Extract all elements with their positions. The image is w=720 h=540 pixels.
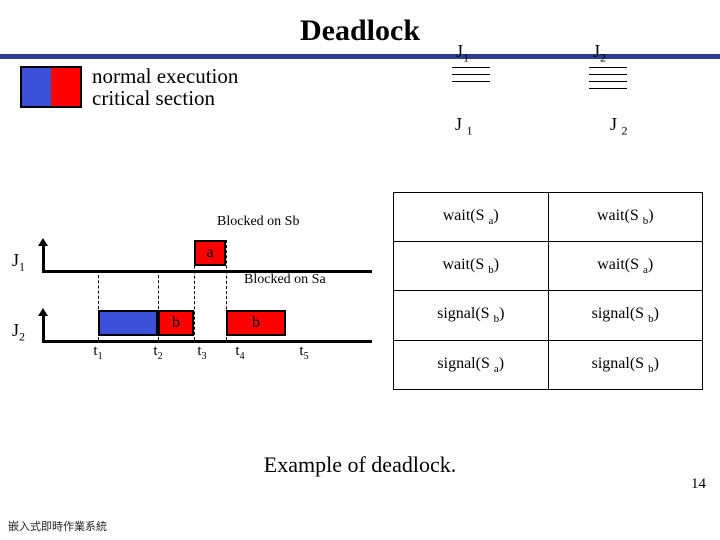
col-j1: J 1 [455,114,473,139]
legend-red [51,68,80,106]
dash-1 [98,270,99,340]
table-row: wait(S b) wait(S a) [394,242,703,291]
legend-blue [22,68,51,106]
page-number: 14 [691,476,706,493]
cell-j1-wait-sb: wait(S b) [394,242,549,291]
cell-j1-wait-sa: wait(S a) [394,193,549,242]
j1-priority: J1 [452,67,490,88]
j1-main: J [456,41,463,61]
legend-text: normal execution critical section [92,65,238,109]
cell-j2-wait-sb: wait(S b) [548,193,703,242]
cell-j2-signal-sb: signal(S b) [548,291,703,340]
blocked-sb-label: Blocked on Sb [217,214,299,230]
j2-label: J2 [593,41,606,66]
table-row: wait(S a) wait(S b) [394,193,703,242]
blocked-sa-label: Blocked on Sa [244,272,326,288]
timeline: J1 a Blocked on Sb Blocked on Sa J2 b b … [12,200,382,400]
dash-4 [226,240,227,340]
dash-3 [194,240,195,340]
legend-swatch [20,66,82,108]
tick-t1: t1 [93,343,102,362]
j1-block-a: a [194,240,226,266]
tick-t2: t2 [153,343,162,362]
footer-text: 嵌入式即時作業系統 [8,518,107,534]
tick-t5: t5 [299,343,308,362]
j2-block-2: b [158,310,194,336]
caption: Example of deadlock. [0,452,720,478]
slide-title: Deadlock [0,0,720,48]
legend-critical: critical section [92,86,215,110]
axis-j2 [42,340,372,343]
j2-priority: J2 [589,67,627,95]
cell-j1-signal-sa: signal(S a) [394,340,549,389]
cell-j1-signal-sb: signal(S b) [394,291,549,340]
col-j2: J 2 [610,114,628,139]
row-label-j1: J1 [12,250,25,275]
operations-table: wait(S a) wait(S b) wait(S b) wait(S a) … [393,192,703,390]
legend: normal execution critical section [20,65,238,109]
tick-t4: t4 [235,343,244,362]
j2-block-3: b [226,310,286,336]
table-row: signal(S b) signal(S b) [394,291,703,340]
cell-j2-signal-sb2: signal(S b) [548,340,703,389]
legend-normal: normal execution [92,64,238,88]
cell-j2-wait-sa: wait(S a) [548,242,703,291]
j2-block-1 [98,310,158,336]
row-label-j2: J2 [12,320,25,345]
j2-main: J [593,41,600,61]
dash-2 [158,270,159,340]
table-row: signal(S a) signal(S b) [394,340,703,389]
tick-t3: t3 [197,343,206,362]
j1-label: J1 [456,41,469,66]
